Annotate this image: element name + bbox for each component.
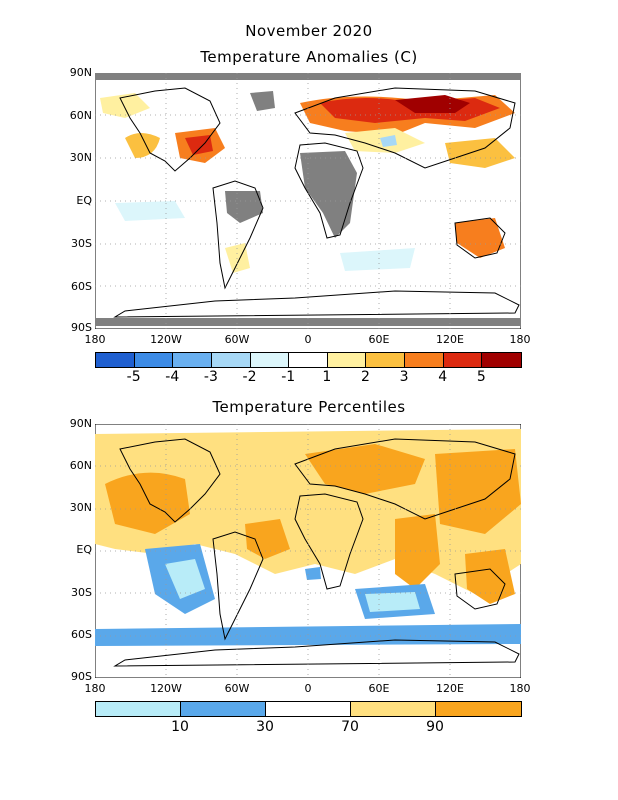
colorbar-swatch	[436, 702, 521, 716]
colorbar-swatch	[266, 702, 351, 716]
colorbar-label: 30	[256, 719, 274, 735]
map1-lat-30n: 30N	[69, 151, 92, 164]
colorbar-swatch	[327, 353, 367, 367]
map2-lon-60w: 60W	[224, 682, 250, 695]
colorbar-label: 3	[399, 369, 409, 385]
map2-lat-30n: 30N	[69, 501, 92, 514]
colorbar-swatch	[405, 353, 444, 367]
map2-lat-60s: 60S	[71, 628, 92, 641]
colorbar-swatch	[134, 353, 174, 367]
map2-lon-180e: 180	[509, 682, 531, 695]
anomaly-colorbar	[95, 352, 522, 368]
map2-lat-90s: 90S	[71, 670, 92, 683]
map1-lat-30s: 30S	[71, 237, 92, 250]
colorbar-label: -4	[165, 369, 180, 385]
anomaly-patches	[100, 93, 515, 273]
map1-title-line2: Temperature Anomalies (C)	[200, 48, 418, 66]
map1-lat-60s: 60S	[71, 280, 92, 293]
colorbar-label: 10	[171, 719, 189, 735]
map1-lon-0: 0	[304, 333, 312, 346]
map1-lat-90n: 90N	[69, 66, 92, 79]
map1-lon-120w: 120W	[150, 333, 182, 346]
colorbar-label: -2	[242, 369, 257, 385]
colorbar-label: -3	[203, 369, 218, 385]
colorbar-label: 5	[476, 369, 486, 385]
map2-lon-60e: 60E	[368, 682, 390, 695]
colorbar-label: 70	[341, 719, 359, 735]
map2-title: Temperature Percentiles	[212, 398, 406, 416]
colorbar-swatch	[289, 353, 328, 367]
map2-lat-90n: 90N	[69, 417, 92, 430]
coastlines	[113, 438, 520, 667]
map1-lon-180e: 180	[509, 333, 531, 346]
colorbar-swatch	[482, 353, 521, 367]
colorbar-label: 90	[426, 719, 444, 735]
map2-lat-eq: EQ	[76, 543, 92, 556]
map1-lon-60e: 60E	[368, 333, 390, 346]
map2-lat-60n: 60N	[69, 459, 92, 472]
colorbar-swatch	[250, 353, 290, 367]
coastlines	[113, 87, 520, 318]
map1-lon-60w: 60W	[224, 333, 250, 346]
colorbar-label: 2	[360, 369, 370, 385]
percentile-colorbar	[95, 701, 522, 717]
gridlines	[95, 424, 521, 678]
colorbar-swatch	[443, 353, 483, 367]
map2-lon-120w: 120W	[150, 682, 182, 695]
colorbar-label: -5	[126, 369, 141, 385]
map1-lat-90s: 90S	[71, 321, 92, 334]
colorbar-swatch	[173, 353, 212, 367]
map1-title-line1: November 2020	[245, 22, 373, 40]
colorbar-swatch	[96, 702, 181, 716]
colorbar-swatch	[96, 353, 135, 367]
colorbar-swatch	[211, 353, 251, 367]
missing-band-north	[95, 73, 521, 80]
map2-lon-0: 0	[304, 682, 312, 695]
colorbar-swatch	[351, 702, 436, 716]
missing-land	[225, 91, 357, 238]
map1-lon-180w: 180	[84, 333, 106, 346]
map2-lat-30s: 30S	[71, 586, 92, 599]
map1-lon-120e: 120E	[436, 333, 464, 346]
map2-lon-120e: 120E	[436, 682, 464, 695]
missing-band-south	[95, 318, 521, 326]
map2-lon-180w: 180	[84, 682, 106, 695]
percentile-map	[95, 424, 521, 678]
anomaly-map	[95, 73, 521, 329]
map1-lat-60n: 60N	[69, 109, 92, 122]
colorbar-label: 1	[322, 369, 332, 385]
colorbar-swatch	[181, 702, 266, 716]
map1-lat-eq: EQ	[76, 194, 92, 207]
gridlines	[95, 73, 521, 329]
colorbar-label: 4	[438, 369, 448, 385]
colorbar-swatch	[366, 353, 405, 367]
colorbar-label: -1	[281, 369, 296, 385]
